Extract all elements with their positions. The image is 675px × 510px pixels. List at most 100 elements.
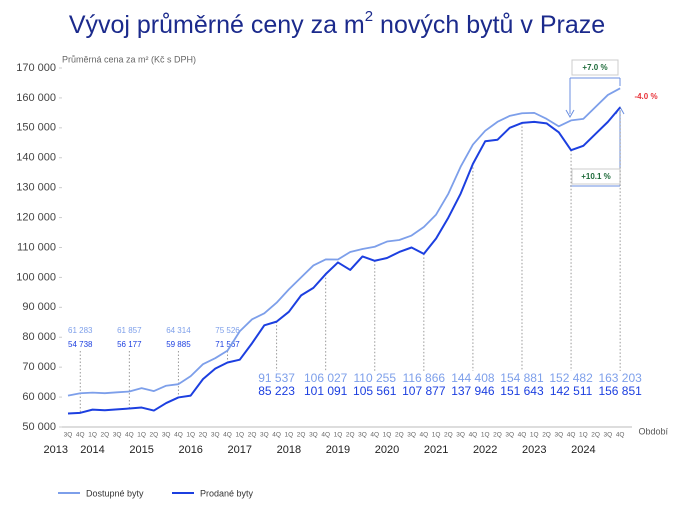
value-label: 85 223 (258, 384, 295, 398)
y-tick-label: 150 000 (16, 122, 56, 134)
y-tick-label: 50 000 (22, 421, 56, 433)
y-tick-label: 100 000 (16, 271, 56, 283)
x-tick-label: 4Q (272, 432, 281, 439)
x-tick-label: 2Q (199, 432, 208, 439)
y-axis-label: Průměrná cena za m² (Kč s DPH) (62, 54, 196, 64)
x-tick-label: 1Q (334, 432, 343, 439)
x-tick-label: 2Q (297, 432, 306, 439)
value-label: 91 537 (258, 371, 295, 385)
series-line (67, 87, 621, 397)
value-label: 101 091 (304, 384, 348, 398)
x-tick-label: 3Q (358, 432, 367, 439)
y-tick-label: 170 000 (16, 62, 56, 74)
year-label: 2021 (424, 444, 448, 456)
value-label: 142 511 (550, 384, 593, 398)
x-tick-label: 1Q (88, 432, 97, 439)
x-tick-label: 4Q (616, 432, 625, 439)
value-label: 156 851 (598, 384, 642, 398)
y-tick-label: 60 000 (22, 391, 56, 403)
value-label: 116 866 (403, 371, 446, 385)
x-tick-label: 2Q (591, 432, 600, 439)
x-tick-label: 2Q (346, 432, 355, 439)
x-tick-label: 3Q (407, 432, 416, 439)
x-tick-label: 2Q (395, 432, 404, 439)
value-label: 144 408 (451, 371, 495, 385)
year-label: 2015 (129, 444, 153, 456)
x-tick-label: 2Q (100, 432, 109, 439)
x-tick-label: 3Q (505, 432, 514, 439)
x-tick-label: 1Q (481, 432, 490, 439)
x-tick-label: 1Q (530, 432, 539, 439)
x-tick-label: 4Q (174, 432, 183, 439)
series-line (67, 106, 621, 415)
x-tick-label: 4Q (370, 432, 379, 439)
title-sup: 2 (365, 8, 373, 25)
value-label: 154 881 (500, 371, 544, 385)
year-label: 2019 (326, 444, 350, 456)
x-tick-label: 3Q (64, 432, 73, 439)
year-label: 2018 (277, 444, 301, 456)
x-tick-label: 4Q (567, 432, 576, 439)
x-tick-label: 4Q (419, 432, 428, 439)
value-label: 105 561 (353, 384, 397, 398)
year-label: 2020 (375, 444, 399, 456)
x-tick-label: 3Q (456, 432, 465, 439)
y-tick-label: 130 000 (16, 182, 56, 194)
x-tick-label: 1Q (579, 432, 588, 439)
value-label: 151 643 (500, 384, 544, 398)
annotation: +10.1 % (581, 172, 611, 181)
annotation: +7.0 % (582, 63, 607, 72)
x-tick-label: 4Q (518, 432, 527, 439)
x-tick-label: 2Q (150, 432, 159, 439)
x-tick-label: 1Q (186, 432, 195, 439)
y-tick-label: 140 000 (16, 152, 56, 164)
annotation-box (571, 59, 619, 76)
y-tick-label: 110 000 (17, 241, 56, 253)
year-label: 2024 (571, 444, 595, 456)
x-tick-label: 3Q (604, 432, 613, 439)
x-tick-label: 2Q (248, 432, 257, 439)
year-label: 2014 (80, 444, 104, 456)
x-tick-label: 4Q (469, 432, 478, 439)
year-label: 2023 (522, 444, 546, 456)
value-label: 137 946 (451, 384, 495, 398)
value-label: 107 877 (402, 384, 446, 398)
title-rest: nových bytů v Praze (373, 11, 605, 39)
x-tick-label: 1Q (285, 432, 294, 439)
value-label: 75 526 (215, 326, 240, 335)
y-tick-label: 90 000 (22, 301, 56, 313)
year-label: 2016 (178, 444, 202, 456)
x-tick-label: 2Q (493, 432, 502, 439)
x-tick-label: 2Q (444, 432, 453, 439)
year-label: 2022 (473, 444, 497, 456)
y-tick-label: 160 000 (16, 92, 56, 104)
x-tick-label: 3Q (162, 432, 171, 439)
x-tick-label: 3Q (113, 432, 122, 439)
y-tick-label: 80 000 (22, 331, 56, 343)
annotation-box (571, 168, 621, 185)
x-tick-label: 1Q (235, 432, 244, 439)
value-label: 64 314 (166, 326, 191, 335)
value-label: 106 027 (304, 371, 348, 385)
x-axis-label: Období (638, 426, 668, 436)
year-label: 2017 (228, 444, 252, 456)
legend-label: Prodané byty (200, 488, 254, 498)
value-label: 71 567 (215, 340, 240, 349)
value-label: 152 482 (549, 371, 593, 385)
value-label: 56 177 (117, 340, 142, 349)
legend-label: Dostupné byty (86, 488, 144, 498)
y-tick-label: 70 000 (22, 361, 56, 373)
value-label: 54 738 (68, 340, 93, 349)
x-tick-label: 2Q (542, 432, 551, 439)
x-tick-label: 1Q (137, 432, 146, 439)
x-tick-label: 4Q (321, 432, 330, 439)
value-label: 110 255 (354, 371, 397, 385)
title-main: Vývoj průměrné ceny za m (69, 11, 365, 39)
x-tick-label: 1Q (383, 432, 392, 439)
x-tick-label: 4Q (223, 432, 232, 439)
x-tick-label: 1Q (432, 432, 441, 439)
annotation: -4.0 % (634, 92, 657, 101)
x-tick-label: 4Q (76, 432, 85, 439)
legend: Dostupné byty Prodané byty (58, 488, 254, 498)
